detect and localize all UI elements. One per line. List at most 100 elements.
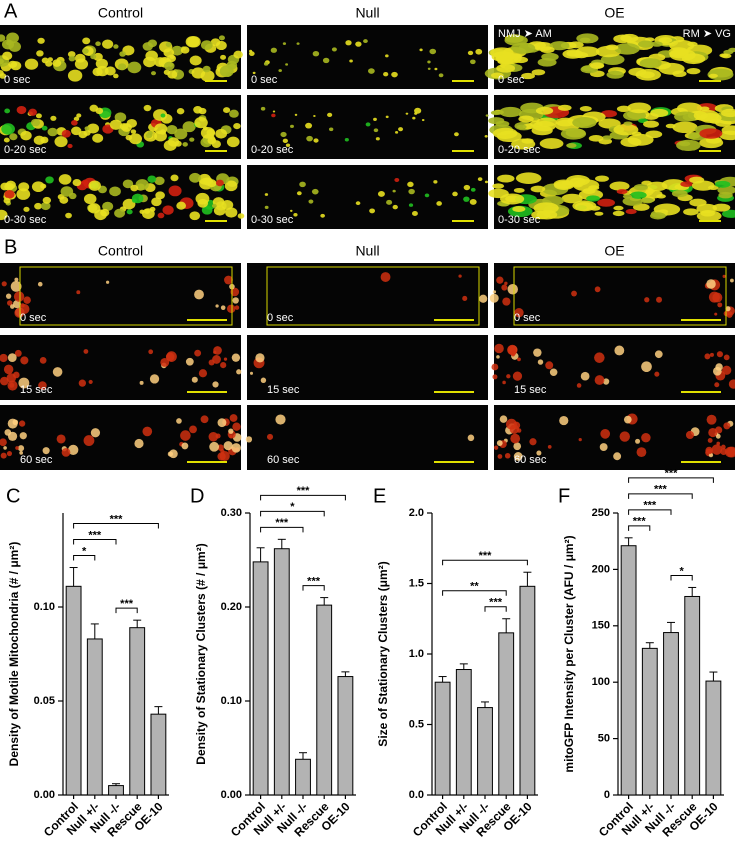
significance-label: *: [82, 545, 87, 557]
mitochondrion: [71, 126, 82, 136]
bar: [150, 713, 167, 796]
mitochondrion: [497, 174, 515, 183]
mitochondrion: [578, 437, 582, 442]
mitochondrion: [174, 128, 188, 140]
mitochondrion: [512, 371, 523, 381]
mitochondrion: [631, 131, 642, 137]
mitochondrion: [699, 128, 723, 139]
mitochondrion: [723, 354, 730, 361]
micrograph: [494, 335, 735, 400]
mitochondrion: [559, 415, 569, 426]
mitochondrion: [680, 181, 693, 187]
mitochondrion: [711, 444, 723, 455]
mitochondrion: [19, 432, 27, 440]
mitochondrion: [3, 446, 7, 450]
mitochondrion: [502, 297, 511, 306]
micrograph: [247, 25, 488, 89]
mitochondrion: [88, 379, 93, 384]
mitochondrion: [223, 107, 231, 114]
mitochondrion: [496, 276, 504, 284]
mitochondrion: [95, 41, 101, 47]
micrograph: [0, 405, 241, 470]
mitochondrion: [639, 58, 662, 69]
mitochondrion: [419, 48, 423, 52]
mitochondrion: [229, 414, 238, 422]
significance-label: ***: [633, 516, 647, 528]
mitochondrion: [278, 69, 282, 73]
mitochondrion: [294, 113, 298, 116]
annotation: RM ➤ VG: [683, 28, 731, 40]
mitochondrion: [641, 432, 651, 443]
mitochondrion: [586, 195, 600, 202]
mitochondrion: [718, 191, 733, 199]
micrograph: [494, 263, 735, 328]
time-label: 0 sec: [251, 74, 278, 86]
mitochondrion: [579, 106, 592, 112]
mitochondrion: [685, 430, 695, 440]
mitochondrion: [90, 54, 97, 60]
mitochondrion: [67, 51, 76, 58]
y-tick-label: 0.5: [409, 718, 424, 730]
mitochondrion: [126, 209, 133, 215]
mitochondrion: [30, 118, 41, 127]
mitochondrion: [38, 381, 47, 390]
mitochondrion: [594, 352, 605, 363]
mitochondrion: [513, 187, 525, 193]
mitochondrion: [623, 415, 632, 424]
mitochondrion: [42, 447, 50, 455]
mitochondrion: [458, 274, 462, 278]
mitochondrion: [234, 305, 240, 310]
mitochondrion: [590, 62, 605, 69]
mitochondrion: [154, 176, 165, 186]
mitochondrion: [365, 122, 371, 127]
mitochondrion: [566, 143, 577, 148]
mitochondrion: [484, 134, 488, 138]
mitochondrion: [231, 353, 241, 362]
significance-bracket: [484, 606, 507, 612]
mitochondrion: [479, 294, 488, 303]
mitochondrion: [6, 450, 13, 457]
mitochondrion: [229, 109, 239, 118]
mitochondrion: [574, 202, 594, 211]
mitochondrion: [654, 350, 663, 359]
mitochondrion: [529, 438, 537, 446]
mitochondrion: [189, 55, 202, 66]
significance-bracket: [628, 509, 672, 515]
mitochondrion: [491, 363, 499, 371]
mitochondrion: [408, 203, 414, 207]
bar: [477, 707, 493, 796]
mitochondrion: [7, 300, 13, 306]
mitochondrion: [499, 106, 522, 118]
mitochondrion: [7, 418, 18, 429]
mitochondrion: [369, 208, 376, 214]
y-tick-label: 0.05: [34, 695, 55, 707]
mitochondrion: [414, 107, 422, 114]
mitochondrion: [147, 175, 157, 183]
mitochondrion: [170, 174, 179, 182]
mitochondrion: [490, 47, 514, 59]
mitochondrion: [674, 111, 697, 122]
mitochondrion: [562, 49, 584, 59]
mitochondrion: [61, 129, 71, 138]
mitochondrion: [117, 63, 127, 71]
mitochondrion: [206, 179, 217, 188]
mitochondrion: [52, 59, 62, 67]
mitochondrion: [641, 180, 652, 186]
mitochondrion: [176, 418, 182, 424]
mitochondrion: [56, 434, 66, 444]
mitochondrion: [189, 172, 201, 183]
significance-bracket: [628, 477, 714, 483]
mitochondrion: [320, 213, 325, 218]
mitochondrion: [643, 120, 660, 128]
mitochondrion: [661, 179, 686, 191]
micrograph: [0, 335, 241, 400]
mitochondrion: [582, 188, 596, 194]
mitochondrion: [96, 65, 109, 77]
mitochondrion: [143, 104, 152, 112]
mitochondrion: [367, 68, 375, 74]
mitochondrion: [715, 433, 721, 439]
mitochondrion: [433, 180, 438, 184]
mitochondrion: [1, 123, 15, 135]
mitochondrion: [149, 374, 160, 384]
mitochondrion: [47, 57, 54, 62]
